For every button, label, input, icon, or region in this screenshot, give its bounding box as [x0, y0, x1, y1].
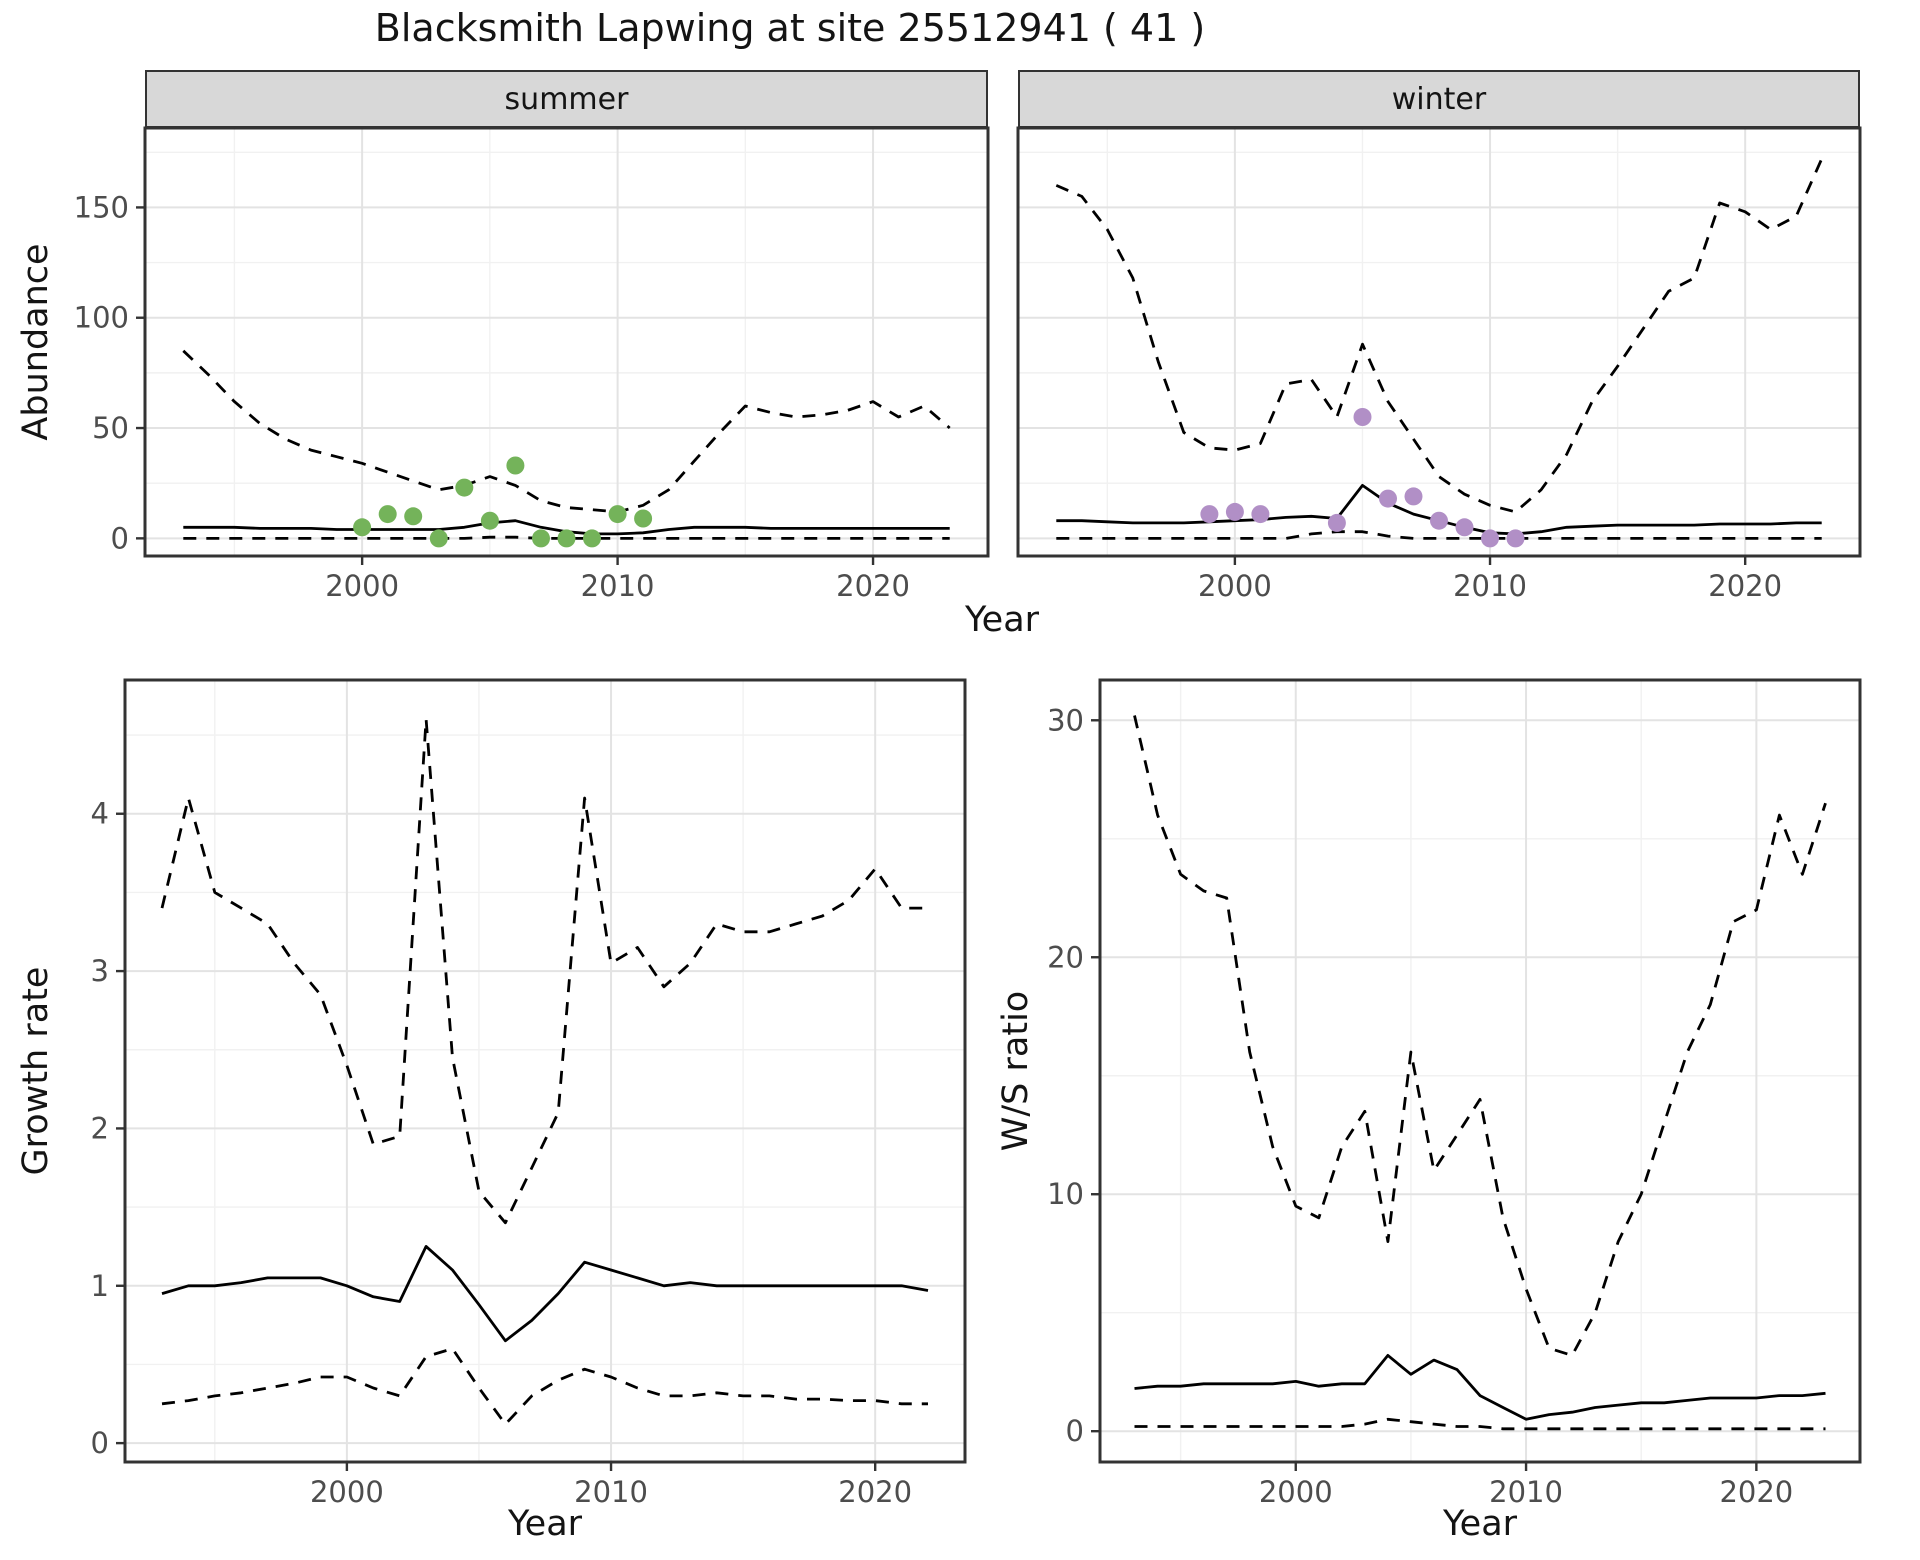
x-tick-label: 2010 — [1489, 1475, 1563, 1509]
panel-border — [123, 678, 967, 1464]
axis-ticks: 2000 2010 2020 0 1 2 3 4 — [91, 797, 913, 1509]
axis-ticks: 2000 2010 2020 0 10 20 30 — [1047, 703, 1793, 1509]
panel-growth-rate: 2000 2010 2020 0 1 2 3 4 — [91, 678, 967, 1509]
y-tick-label: 0 — [111, 521, 129, 555]
y-tick-label: 2 — [91, 1111, 109, 1145]
facet-strip-winter-label: winter — [1391, 81, 1487, 117]
x-tick-label: 2000 — [1259, 1475, 1333, 1509]
y-tick-label: 0 — [1066, 1414, 1084, 1448]
data-point — [506, 456, 525, 475]
x-axis-title-year-growth: Year — [507, 1504, 583, 1544]
panel-border — [1098, 678, 1862, 1464]
y-tick-label: 20 — [1047, 940, 1084, 974]
y-tick-label: 4 — [91, 797, 109, 831]
facet-strip-summer: summer — [145, 70, 988, 128]
data-point — [455, 478, 474, 497]
series-lower-95ci — [1134, 1417, 1826, 1431]
panel-abundance-summer: 2000 2010 2020 0 50 100 150 — [74, 126, 990, 603]
series-lower-95ci — [161, 1347, 928, 1426]
axis-ticks: 2000 2010 2020 — [1198, 556, 1782, 603]
y-tick-label: 30 — [1047, 703, 1084, 737]
facet-strip-summer-label: summer — [504, 81, 629, 117]
x-tick-label: 2000 — [1198, 569, 1272, 603]
data-point — [480, 511, 499, 530]
gridlines — [1018, 128, 1860, 556]
data-point — [532, 529, 550, 548]
x-tick-label: 2010 — [581, 569, 655, 603]
observed-winter-counts — [1200, 408, 1525, 548]
panel-border — [143, 126, 990, 558]
data-point — [429, 529, 448, 548]
data-point — [1327, 513, 1346, 532]
x-tick-label: 2000 — [310, 1475, 384, 1509]
y-tick-label: 100 — [74, 301, 129, 335]
x-tick-label: 2000 — [325, 569, 399, 603]
plot-title: Blacksmith Lapwing at site 25512941 ( 41… — [374, 6, 1206, 50]
series-upper-95ci — [182, 349, 951, 514]
x-tick-label: 2010 — [574, 1475, 648, 1509]
y-tick-label: 1 — [91, 1269, 109, 1303]
series-lower-95ci — [1056, 530, 1822, 540]
gridlines — [145, 128, 988, 556]
data-point — [378, 505, 397, 524]
data-point — [1200, 505, 1219, 524]
data-point — [608, 505, 627, 524]
data-point — [1404, 487, 1423, 506]
x-tick-label: 2020 — [838, 1475, 912, 1509]
data-point — [1251, 505, 1270, 524]
y-tick-label: 10 — [1047, 1177, 1084, 1211]
data-point — [353, 518, 372, 537]
y-tick-label: 0 — [91, 1426, 109, 1460]
data-point — [583, 529, 601, 548]
series-upper-95ci — [1055, 158, 1823, 514]
data-point — [1481, 529, 1499, 548]
data-point — [1353, 408, 1372, 426]
data-point — [1430, 511, 1448, 530]
gridlines — [1100, 680, 1860, 1462]
panel-ws-ratio: 2000 2010 2020 0 10 20 30 — [1047, 678, 1862, 1509]
facet-strip-winter: winter — [1018, 70, 1860, 128]
data-point — [1225, 502, 1244, 521]
data-point — [634, 509, 653, 528]
series-median — [161, 1245, 929, 1343]
y-tick-label: 50 — [92, 411, 129, 445]
gridlines — [125, 680, 965, 1462]
y-axis-title-growth-rate: Growth rate — [16, 966, 56, 1176]
x-axis-title-year-top: Year — [964, 600, 1040, 640]
x-tick-label: 2020 — [836, 569, 910, 603]
data-point — [1379, 489, 1397, 508]
y-axis-title-ws-ratio: W/S ratio — [996, 990, 1036, 1152]
axis-ticks: 2000 2010 2020 0 50 100 150 — [74, 190, 910, 603]
x-tick-label: 2020 — [1719, 1475, 1793, 1509]
x-tick-label: 2020 — [1708, 569, 1782, 603]
series-median — [1134, 1354, 1826, 1421]
data-point — [1455, 518, 1474, 537]
y-axis-title-abundance: Abundance — [16, 243, 56, 441]
data-point — [1506, 529, 1525, 548]
series-upper-95ci — [160, 717, 928, 1225]
x-tick-label: 2010 — [1453, 569, 1527, 603]
panel-abundance-winter: 2000 2010 2020 — [1016, 126, 1862, 603]
series-lower-95ci — [183, 535, 950, 540]
y-tick-label: 3 — [91, 954, 109, 988]
data-point — [557, 529, 576, 548]
series-upper-95ci — [1133, 715, 1827, 1357]
observed-summer-counts — [353, 456, 653, 548]
y-tick-label: 150 — [74, 190, 129, 224]
x-axis-title-year-ws: Year — [1442, 1504, 1518, 1544]
data-point — [404, 507, 423, 526]
panel-border — [1016, 126, 1862, 558]
